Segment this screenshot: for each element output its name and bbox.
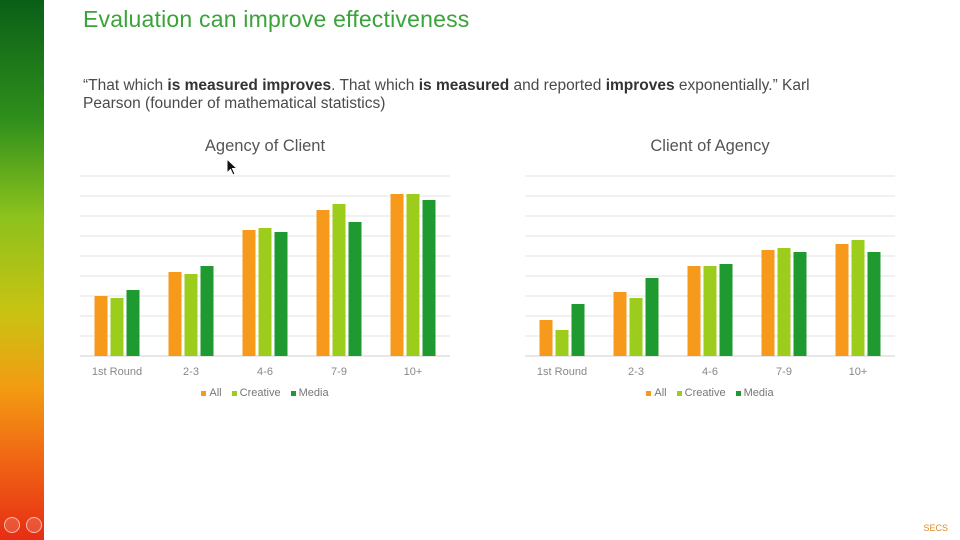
pen-tool-button[interactable] (48, 517, 64, 533)
legend-item-media: Media (735, 387, 774, 399)
mouse-pointer-icon (226, 158, 238, 176)
bar-all-1 (168, 272, 182, 356)
gradient-sidebar (0, 0, 44, 540)
legend-label: All (209, 387, 222, 399)
bar-creative-0 (555, 330, 569, 356)
bar-all-4 (835, 244, 849, 356)
x-tick-label: 1st Round (92, 366, 142, 378)
x-tick-label: 10+ (849, 366, 868, 378)
bar-media-0 (571, 304, 585, 356)
quote-segment: exponentially.” Karl Pearson (founder of… (83, 77, 810, 112)
bar-creative-0 (110, 298, 124, 356)
bar-media-1 (645, 278, 659, 356)
bar-media-4 (422, 200, 436, 356)
legend-swatch (676, 390, 682, 396)
chart-legend: All Creative Media (520, 387, 900, 399)
bar-creative-4 (851, 240, 865, 356)
prev-slide-button[interactable] (4, 517, 20, 533)
bar-all-2 (687, 266, 701, 356)
legend-item-all: All (646, 387, 667, 399)
chart-plot: 1st Round 2-3 4-6 7-9 10+ (80, 175, 450, 378)
legend-item-creative: Creative (231, 387, 281, 399)
bar-media-1 (200, 266, 214, 356)
bar-media-2 (719, 264, 733, 356)
x-tick-label: 7-9 (776, 366, 792, 378)
legend-swatch (735, 390, 741, 396)
bar-creative-2 (703, 266, 717, 356)
chart-plot: 1st Round 2-3 4-6 7-9 10+ (525, 175, 895, 378)
quote-emphasis: improves (605, 77, 675, 94)
quote-segment: and reported (509, 77, 606, 94)
more-options-button[interactable] (114, 517, 130, 533)
x-tick-label: 4-6 (702, 366, 718, 378)
bar-creative-2 (258, 228, 272, 356)
legend-label: All (654, 387, 667, 399)
bar-all-0 (539, 320, 553, 356)
legend-swatch (231, 390, 237, 396)
bar-creative-3 (777, 248, 791, 356)
chart-title: Client of Agency (650, 137, 770, 155)
legend-item-creative: Creative (676, 387, 726, 399)
quote-segment: . That which (331, 77, 419, 94)
quote-emphasis: is measured (418, 77, 510, 94)
corner-logo-text: SECS (923, 523, 948, 533)
legend-label: Media (298, 387, 329, 399)
bar-creative-1 (184, 274, 198, 356)
bar-media-0 (126, 290, 140, 356)
bar-media-4 (867, 252, 881, 356)
bar-all-3 (761, 250, 775, 356)
x-tick-label: 7-9 (331, 366, 347, 378)
next-slide-button[interactable] (26, 517, 42, 533)
slide-title: Evaluation can improve effectiveness (83, 6, 470, 32)
chart-client-of-agency: Client of Agency 1st Round 2-3 4-6 7-9 10+ A… (520, 128, 900, 408)
bar-media-3 (793, 252, 807, 356)
chart-agency-of-client: Agency of Client 1st Round 2-3 4-6 7-9 10+ A… (75, 128, 455, 408)
bar-all-4 (390, 194, 404, 356)
legend-swatch (646, 390, 652, 396)
x-tick-label: 2-3 (183, 366, 199, 378)
bar-media-2 (274, 232, 288, 356)
x-tick-label: 4-6 (257, 366, 273, 378)
bar-creative-3 (332, 204, 346, 356)
bar-creative-1 (629, 298, 643, 356)
bar-media-3 (348, 222, 362, 356)
quote-segment: “That which (83, 77, 168, 94)
x-tick-label: 2-3 (628, 366, 644, 378)
x-tick-label: 1st Round (537, 366, 587, 378)
legend-swatch (201, 390, 207, 396)
x-tick-label: 10+ (404, 366, 423, 378)
bar-creative-4 (406, 194, 420, 356)
slide-controls[interactable] (4, 517, 130, 533)
bar-all-1 (613, 292, 627, 356)
quote-emphasis: is measured improves (167, 77, 332, 94)
legend-item-all: All (201, 387, 222, 399)
legend-label: Media (743, 387, 774, 399)
grid-view-button[interactable] (70, 517, 86, 533)
bar-all-0 (94, 296, 108, 356)
bar-all-3 (316, 210, 330, 356)
legend-label: Creative (239, 387, 281, 399)
legend-label: Creative (684, 387, 726, 399)
chart-title: Agency of Client (204, 137, 326, 155)
bar-all-2 (242, 230, 256, 356)
zoom-button[interactable] (92, 517, 108, 533)
legend-item-media: Media (290, 387, 329, 399)
legend-swatch (290, 390, 296, 396)
quote-text: “That which is measured improves. That w… (83, 77, 843, 113)
chart-legend: All Creative Media (75, 387, 455, 399)
